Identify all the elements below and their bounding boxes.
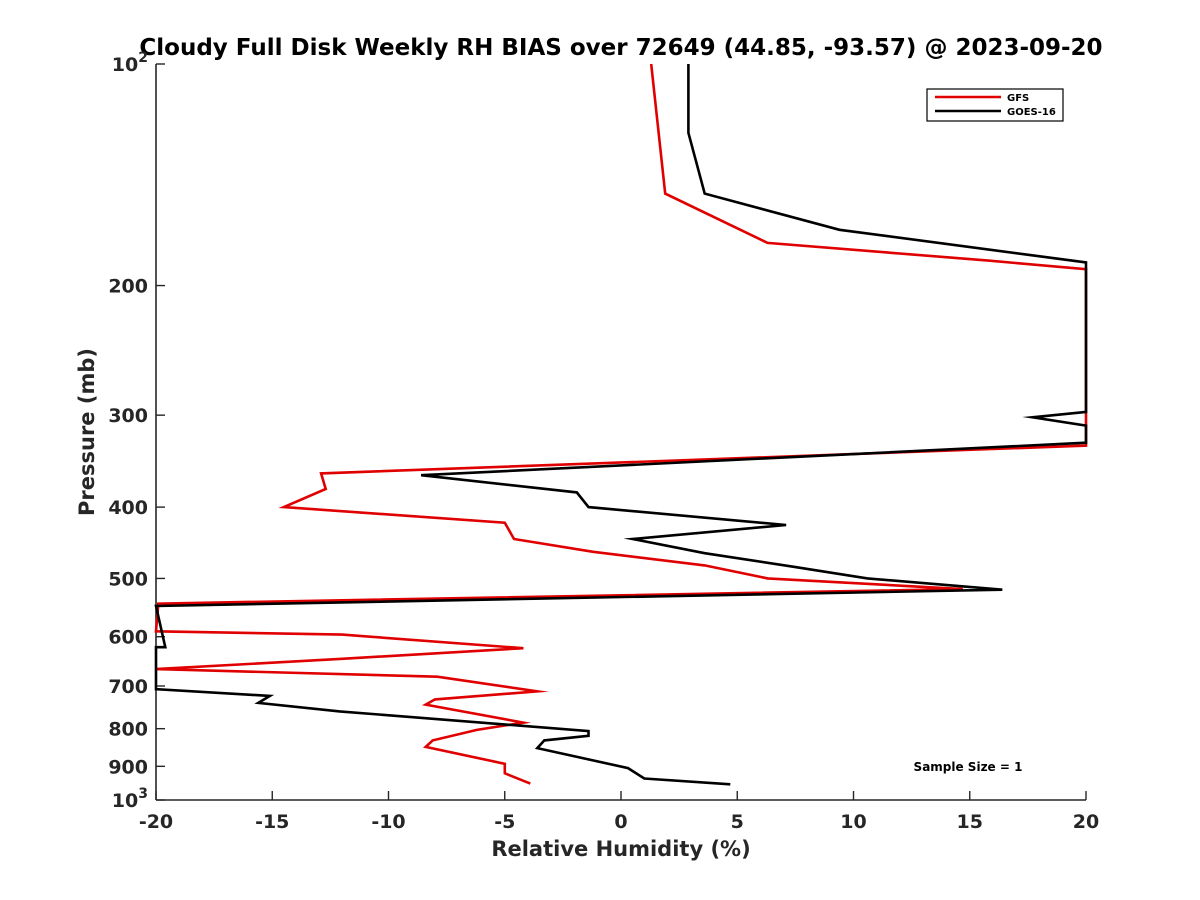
y-tick-label: 700	[108, 676, 148, 698]
y-tick-label: 300	[108, 405, 148, 427]
x-tick-label: -20	[139, 811, 173, 833]
series-line-gfs	[154, 63, 1088, 785]
y-tick-text: 300	[108, 405, 148, 427]
y-tick-label: 600	[108, 627, 148, 649]
chart-title: Cloudy Full Disk Weekly RH BIAS over 726…	[139, 35, 1102, 61]
x-tick-label: -15	[255, 811, 289, 833]
y-tick-text: 500	[108, 568, 148, 590]
x-tick-label: 20	[1073, 811, 1099, 833]
sample-size-note: Sample Size = 1	[914, 760, 1023, 774]
x-ticks: -20 -15 -10 -5 0 5 10 15 20	[139, 791, 1099, 833]
legend-label: GOES-16	[1007, 107, 1056, 118]
y-tick-label: 900	[108, 756, 148, 778]
x-axis-label: Relative Humidity (%)	[491, 837, 750, 861]
x-tick-label: -10	[371, 811, 405, 833]
x-tick-label: 5	[731, 811, 744, 833]
y-tick-exponent: 2	[138, 50, 148, 66]
y-tick-label: 800	[108, 719, 148, 741]
x-tick-label: -5	[494, 811, 515, 833]
legend-box	[926, 88, 1064, 122]
y-tick-text: 800	[108, 719, 148, 741]
x-tick-label: 0	[614, 811, 627, 833]
y-tick-label: 102	[112, 50, 148, 76]
x-tick-label: 15	[957, 811, 983, 833]
y-tick-text: 600	[108, 627, 148, 649]
plot-axes	[155, 64, 1086, 801]
y-tick-text: 900	[108, 756, 148, 778]
y-tick-label: 103	[112, 786, 148, 812]
y-axis-label: Pressure (mb)	[75, 348, 99, 516]
legend: GFS GOES-16	[926, 88, 1064, 122]
y-tick-text: 200	[108, 276, 148, 298]
x-tick-label: 10	[840, 811, 866, 833]
y-tick-text: 400	[108, 497, 148, 519]
y-tick-label: 500	[108, 568, 148, 590]
y-tick-exponent: 3	[138, 786, 148, 802]
legend-label: GFS	[1007, 93, 1029, 104]
series-layer	[154, 63, 1088, 786]
y-tick-text: 700	[108, 676, 148, 698]
y-tick-text: 10	[112, 790, 138, 812]
y-tick-label: 200	[108, 276, 148, 298]
y-tick-label: 400	[108, 497, 148, 519]
y-tick-text: 10	[112, 54, 138, 76]
series-line-goes-16	[154, 64, 1088, 786]
